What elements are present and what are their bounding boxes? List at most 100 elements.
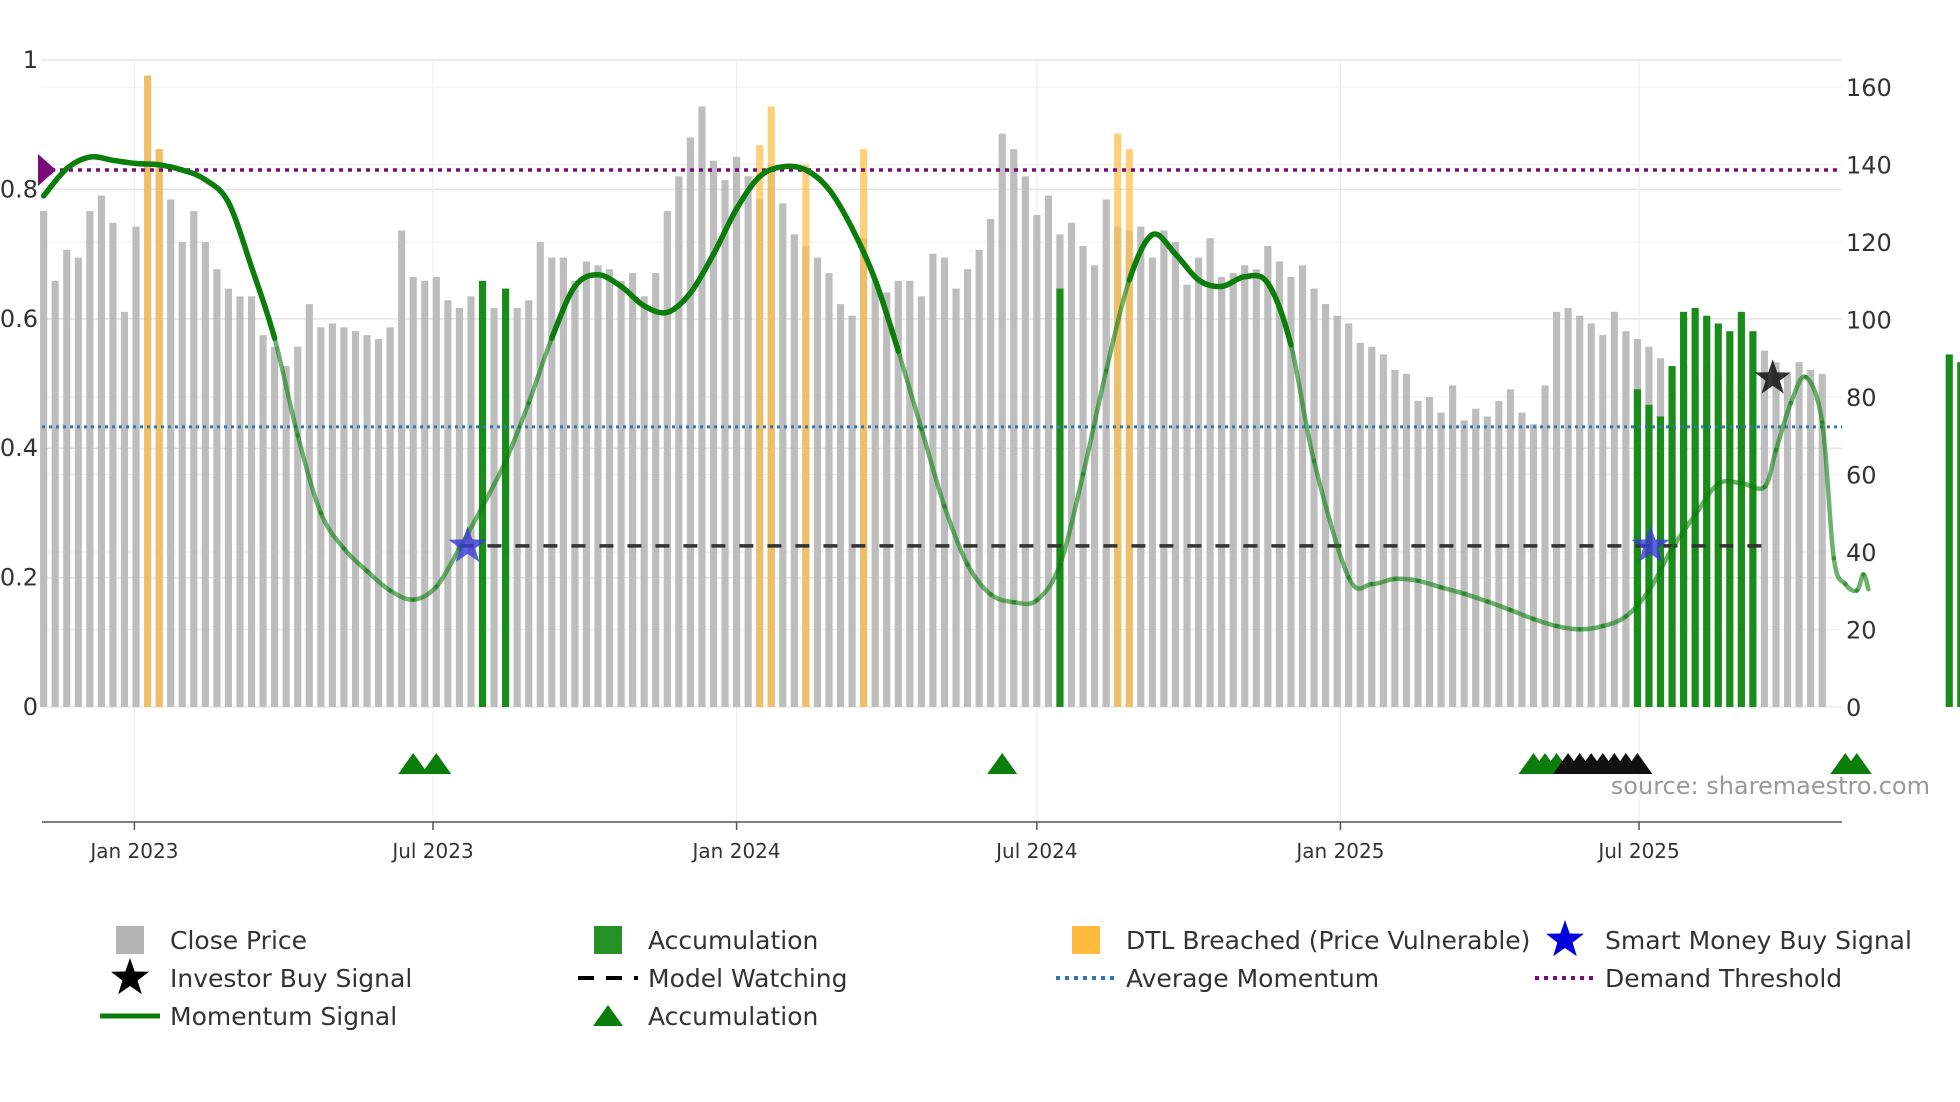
close-price-bar <box>247 296 256 707</box>
close-price-bar <box>940 257 949 707</box>
momentum-signal-line <box>919 426 947 509</box>
close-price-bar <box>1529 424 1538 707</box>
close-price-bar <box>1091 265 1099 707</box>
close-price-bar <box>952 288 960 707</box>
right-tick-label: 160 <box>1846 74 1892 102</box>
reference-lines <box>38 153 1871 632</box>
momentum-signal-line <box>780 163 809 173</box>
legend-triangle-icon <box>593 1005 623 1026</box>
close-price-bar <box>455 307 463 707</box>
close-price-bar <box>998 133 1006 707</box>
close-price-bar <box>259 335 267 707</box>
close-price-bar <box>929 253 937 707</box>
legend-item: Smart Money Buy Signal <box>1546 920 1912 957</box>
close-price-bar <box>86 211 94 707</box>
momentum-signal-line <box>1600 614 1629 629</box>
investor-buy-star <box>1754 359 1791 394</box>
close-price-bar <box>1807 369 1815 707</box>
accumulation-bar <box>1633 389 1641 707</box>
close-price-bar <box>63 249 71 707</box>
close-price-bar <box>1229 273 1237 707</box>
momentum-signal-line <box>1057 471 1086 567</box>
close-price-bar <box>1552 311 1561 707</box>
close-price-bar <box>605 269 614 707</box>
momentum-signal-line <box>434 546 462 589</box>
close-price-bar <box>432 276 440 707</box>
momentum-signal-line <box>849 225 878 283</box>
momentum-signal-line <box>1831 555 1848 587</box>
close-price-bar <box>178 242 186 707</box>
close-price-bar <box>1218 276 1226 707</box>
close-price-bar <box>1252 269 1260 707</box>
close-price-bar <box>1760 350 1769 707</box>
close-price-bar <box>351 331 360 707</box>
accumulation-bar <box>502 288 510 707</box>
legend-label: Accumulation <box>648 1002 818 1031</box>
momentum-signal-line <box>942 504 970 567</box>
dtl-breached-bar <box>144 75 152 707</box>
accumulation-bar <box>1749 331 1757 707</box>
momentum-signal-line <box>896 348 924 432</box>
close-price-bar <box>282 366 290 707</box>
close-price-bar <box>363 335 371 707</box>
momentum-signal-line <box>803 167 832 193</box>
close-price-bar <box>409 276 417 707</box>
close-price-bar <box>1333 315 1341 707</box>
legend-item: DTL Breached (Price Vulnerable) <box>1072 926 1530 955</box>
close-price-bar <box>421 280 429 707</box>
right-tick-label: 140 <box>1846 152 1892 180</box>
legend-item: Accumulation <box>593 1002 818 1031</box>
close-price-bar <box>213 269 221 707</box>
close-price-bar <box>1160 230 1168 707</box>
close-price-bar <box>652 273 660 707</box>
close-price-bar <box>190 211 198 707</box>
close-price-bar <box>571 280 579 707</box>
close-price-bar <box>582 261 591 707</box>
momentum-signal-line <box>1265 280 1294 348</box>
close-price-bar <box>40 211 48 707</box>
momentum-signal-line <box>202 176 232 206</box>
close-price-bar <box>97 195 105 707</box>
close-price-bar <box>548 257 556 707</box>
momentum-signal-line <box>1149 231 1179 257</box>
close-price-bar <box>120 311 129 707</box>
close-price-bar <box>1264 245 1272 708</box>
close-price-bar <box>132 226 140 707</box>
x-tick-label: Jul 2025 <box>1596 839 1679 863</box>
close-price-bar <box>340 327 348 707</box>
accumulation-bar <box>1957 362 1960 707</box>
dtl-breached-bar <box>802 164 810 707</box>
accumulation-bar <box>1656 416 1665 707</box>
left-tick-label: 0.4 <box>0 434 38 462</box>
close-price-bar <box>894 280 902 707</box>
close-price-bar <box>398 230 406 707</box>
close-price-bar <box>1622 331 1630 707</box>
close-price-bar <box>1391 369 1399 707</box>
x-tick-label: Jan 2025 <box>1294 839 1384 863</box>
close-price-bar <box>640 296 648 707</box>
legend: Close Price Accumulation DTL Breached (Pri… <box>100 920 1912 1031</box>
dtl-breached-bar <box>767 106 775 707</box>
momentum-signal-line <box>965 562 993 597</box>
momentum-signal-line <box>503 400 531 464</box>
close-price-bar <box>1610 311 1618 707</box>
right-tick-label: 100 <box>1846 307 1892 335</box>
legend-star-icon <box>1546 920 1584 957</box>
close-price-bar <box>525 300 533 707</box>
accumulation-bar <box>1945 354 1953 707</box>
close-price-bar <box>1345 323 1353 707</box>
close-price-bar <box>1275 261 1283 707</box>
momentum-signal-line <box>826 186 855 231</box>
close-price-bar <box>1287 276 1295 707</box>
right-tick-label: 40 <box>1846 539 1877 567</box>
close-price-bar <box>1506 389 1514 707</box>
close-price-bar <box>467 296 475 707</box>
close-price-bar <box>1783 373 1792 707</box>
close-price-bar <box>1818 373 1826 707</box>
source-label: source: sharemaestro.com <box>1611 772 1930 800</box>
legend-item: Momentum Signal <box>100 1002 397 1031</box>
left-tick-label: 0 <box>23 693 38 721</box>
momentum-signal-line <box>364 568 393 593</box>
close-price-bar <box>906 280 914 707</box>
close-price-bar <box>1171 242 1180 707</box>
